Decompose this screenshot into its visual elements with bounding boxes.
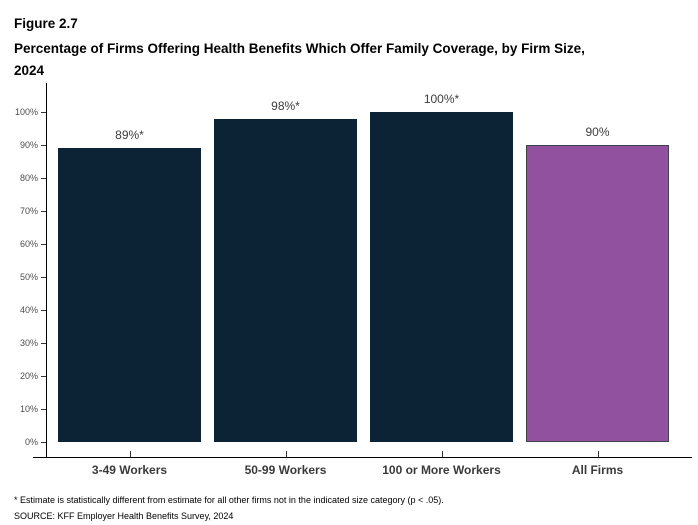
y-tick-0 xyxy=(41,441,46,443)
y-tick-label-90: 90% xyxy=(19,140,38,150)
y-tick-20 xyxy=(41,375,46,377)
footnotes: * Estimate is statistically different fr… xyxy=(14,493,690,524)
bar-3-49-workers xyxy=(58,148,201,442)
figure-number: Figure 2.7 xyxy=(14,16,78,31)
category-label-100-or-more-workers: 100 or More Workers xyxy=(382,463,501,477)
y-tick-10 xyxy=(41,408,46,410)
x-tick-3-49-workers xyxy=(129,451,131,457)
y-tick-70 xyxy=(41,210,46,212)
x-tick-100-or-more-workers xyxy=(441,451,443,457)
figure-title: Percentage of Firms Offering Health Bene… xyxy=(14,38,674,82)
x-tick-50-99-workers xyxy=(285,451,287,457)
y-tick-label-40: 40% xyxy=(19,305,38,315)
footnote-source: SOURCE: KFF Employer Health Benefits Sur… xyxy=(14,510,234,521)
bar-value-label-100-or-more-workers: 100%* xyxy=(423,92,460,106)
y-tick-50 xyxy=(41,276,46,278)
footnote-significance: * Estimate is statistically different fr… xyxy=(14,495,444,505)
bar-100-or-more-workers xyxy=(370,112,513,442)
bar-value-label-50-99-workers: 98%* xyxy=(271,98,300,113)
category-label-50-99-workers: 50-99 Workers xyxy=(244,463,327,477)
y-tick-label-80: 80% xyxy=(19,173,38,183)
category-label-3-49-workers: 3-49 Workers xyxy=(91,463,168,477)
bar-value-label-3-49-workers: 89%* xyxy=(115,128,144,143)
figure-title-line-2: 2024 xyxy=(14,63,45,78)
category-label-all-firms: All Firms xyxy=(571,463,624,477)
y-tick-label-100: 100% xyxy=(14,107,38,117)
y-tick-label-70: 70% xyxy=(19,206,38,216)
y-axis-line xyxy=(46,83,47,457)
y-tick-label-60: 60% xyxy=(19,239,38,249)
y-tick-label-10: 10% xyxy=(19,404,38,414)
y-tick-100 xyxy=(41,111,46,113)
y-tick-label-30: 30% xyxy=(19,338,38,348)
bar-all-firms xyxy=(526,145,669,442)
y-tick-80 xyxy=(41,177,46,179)
y-tick-60 xyxy=(41,243,46,245)
chart-header: Figure 2.7 Percentage of Firms Offering … xyxy=(14,15,674,82)
y-tick-90 xyxy=(41,144,46,146)
figure-title-line-1: Percentage of Firms Offering Health Bene… xyxy=(14,41,585,56)
y-tick-label-50: 50% xyxy=(19,272,38,282)
y-tick-40 xyxy=(41,309,46,311)
x-axis-line xyxy=(33,457,692,458)
y-tick-30 xyxy=(41,342,46,344)
y-tick-label-0: 0% xyxy=(24,437,38,447)
y-tick-label-20: 20% xyxy=(19,371,38,381)
bar-50-99-workers xyxy=(214,118,357,442)
x-tick-all-firms xyxy=(597,451,599,457)
bar-value-label-all-firms: 90% xyxy=(585,125,610,139)
